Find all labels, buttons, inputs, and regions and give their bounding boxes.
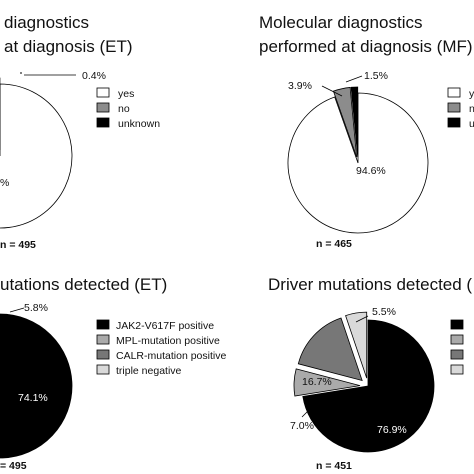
chart2-slice-yes bbox=[287, 92, 429, 234]
chart-mf-diagnostics: Molecular diagnostics performed at diagn… bbox=[259, 13, 474, 250]
chart3-legend-swatch-triple bbox=[96, 364, 110, 375]
chart3-slice-jak2-v617f-positive bbox=[0, 313, 73, 459]
chart4-pie bbox=[293, 311, 435, 453]
chart-et-diagnostics: diagnostics at diagnosis (ET) 0.4% % yes… bbox=[0, 13, 160, 251]
chart2-legend-swatch-unknown bbox=[447, 117, 461, 128]
chart2-legend: y n u bbox=[447, 87, 474, 130]
chart2-label-unknown: 1.5% bbox=[364, 70, 388, 82]
chart1-legend-unknown: unknown bbox=[118, 118, 160, 130]
chart1-title-line2: at diagnosis (ET) bbox=[4, 37, 133, 56]
chart4-label-calr: 16.7% bbox=[302, 376, 332, 388]
chart-et-mutations: utations detected (ET) 5.8% 74.1% JAK2-V… bbox=[0, 275, 226, 472]
chart2-label-no: 3.9% bbox=[288, 80, 312, 92]
chart2-legend-yes: y bbox=[469, 88, 474, 100]
chart3-legend-calr: CALR-mutation positive bbox=[116, 350, 226, 362]
chart2-leader-no bbox=[321, 85, 343, 97]
chart1-slice-yes bbox=[0, 83, 73, 229]
chart1-n-label: n = 495 bbox=[0, 239, 36, 251]
chart1-title-line1: diagnostics bbox=[4, 13, 89, 32]
chart2-title-line2: performed at diagnosis (MF) bbox=[259, 37, 473, 56]
chart3-legend-triple: triple negative bbox=[116, 365, 182, 377]
chart1-legend-swatch-unknown bbox=[96, 117, 110, 128]
chart3-legend-jak2: JAK2-V617F positive bbox=[116, 320, 214, 332]
chart4-slice-triple-negative bbox=[345, 311, 368, 379]
chart4-title: Driver mutations detected ( bbox=[268, 275, 472, 294]
chart3-n-label: = 495 bbox=[0, 460, 27, 472]
chart3-leader-triple bbox=[9, 307, 25, 313]
chart2-label-yes: 94.6% bbox=[356, 165, 386, 177]
chart1-label-unknown: 0.4% bbox=[82, 70, 106, 82]
chart4-legend-swatch-calr bbox=[450, 349, 464, 360]
chart1-legend-swatch-yes bbox=[96, 87, 110, 98]
chart3-label-jak2: 74.1% bbox=[18, 392, 48, 404]
chart1-legend-swatch-no bbox=[96, 102, 110, 113]
chart3-legend-swatch-jak2 bbox=[96, 319, 110, 330]
chart1-legend-yes: yes bbox=[118, 88, 134, 100]
chart4-leader-triple bbox=[355, 315, 369, 323]
chart3-label-triple: 5.8% bbox=[24, 302, 48, 314]
chart4-leader-mpl bbox=[301, 400, 319, 418]
chart3-title: utations detected (ET) bbox=[0, 275, 167, 294]
chart2-pie bbox=[287, 86, 429, 234]
chart4-slice-mpl-mutation-positive bbox=[293, 368, 361, 397]
chart1-legend-no: no bbox=[118, 103, 130, 115]
chart2-title-line1: Molecular diagnostics bbox=[259, 13, 422, 32]
chart2-n-label: n = 465 bbox=[316, 238, 352, 250]
chart3-legend-mpl: MPL-mutation positive bbox=[116, 335, 220, 347]
chart4-legend-swatch-triple bbox=[450, 364, 464, 375]
chart4-label-mpl: 7.0% bbox=[290, 420, 314, 432]
chart3-legend: JAK2-V617F positive MPL-mutation positiv… bbox=[96, 319, 226, 377]
chart3-pie bbox=[0, 313, 73, 459]
chart3-legend-swatch-mpl bbox=[96, 334, 110, 345]
chart3-legend-swatch-calr bbox=[96, 349, 110, 360]
chart4-legend-swatch-mpl bbox=[450, 334, 464, 345]
chart1-legend: yes no unknown bbox=[96, 87, 160, 130]
chart4-slice-calr-mutation-positive bbox=[297, 317, 363, 382]
chart2-slice-no bbox=[332, 87, 358, 158]
chart1-pie bbox=[0, 77, 73, 229]
chart4-n-label: n = 451 bbox=[316, 460, 352, 472]
chart1-label-yes: % bbox=[0, 177, 9, 189]
chart4-legend bbox=[450, 319, 464, 375]
chart4-slice-jak2-v617f-positive bbox=[302, 319, 435, 453]
chart2-legend-unknown: u bbox=[469, 118, 474, 130]
chart2-leader-unknown bbox=[345, 75, 363, 83]
chart4-label-triple: 5.5% bbox=[372, 306, 396, 318]
chart-mf-mutations: Driver mutations detected ( 5.5% 16.7% 7… bbox=[268, 275, 472, 472]
chart4-label-jak2: 76.9% bbox=[377, 424, 407, 436]
chart2-slice-unknown bbox=[350, 86, 359, 158]
chart2-legend-no: n bbox=[469, 103, 474, 115]
chart2-legend-swatch-yes bbox=[447, 87, 461, 98]
chart4-legend-swatch-jak2 bbox=[450, 319, 464, 330]
chart2-legend-swatch-no bbox=[447, 102, 461, 113]
